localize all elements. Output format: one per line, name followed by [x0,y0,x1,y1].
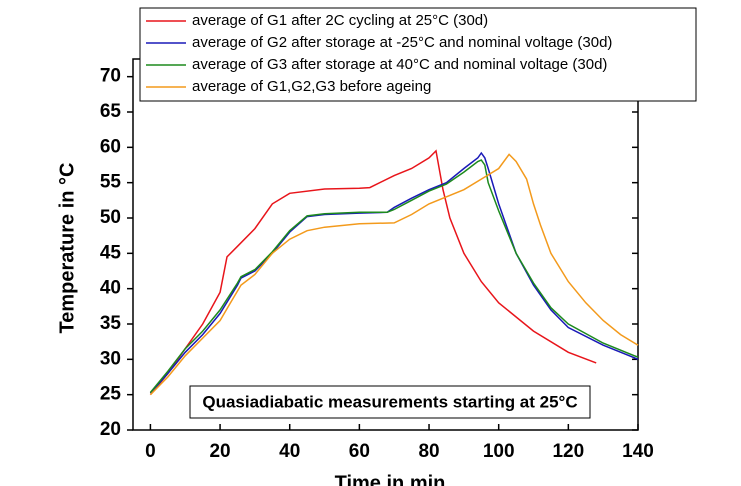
y-tick-label: 60 [100,136,121,157]
y-tick-label: 45 [100,242,122,263]
x-tick-label: 80 [418,441,439,462]
y-tick-label: 50 [100,207,121,228]
x-tick-label: 120 [552,441,584,462]
annotation-box [189,385,591,419]
x-tick-label: 140 [622,441,654,462]
x-tick-label: 60 [349,441,370,462]
legend-label: average of G1,G2,G3 before ageing [192,78,431,95]
series-line [149,159,639,393]
series-line [149,153,639,396]
y-tick-label: 55 [100,172,122,193]
y-tick-label: 30 [100,348,121,369]
x-tick-label: 100 [483,441,515,462]
series-line [149,149,597,396]
y-tick-label: 65 [100,101,122,122]
x-axis-label: Time in min [335,472,446,486]
x-tick-label: 40 [279,441,300,462]
x-tick-label: 20 [209,441,230,462]
annotation: Quasiadiabatic measurements starting at … [202,392,577,411]
y-tick-label: 20 [100,419,121,440]
legend-label: average of G1 after 2C cycling at 25°C (… [192,12,488,29]
y-tick-label: 70 [100,66,121,87]
legend-label: average of G3 after storage at 40°C and … [192,56,607,73]
y-axis-label: Temperature in °C [56,163,78,334]
x-tick-label: 0 [145,441,156,462]
y-tick-label: 25 [100,384,122,405]
legend-box [139,7,697,102]
y-tick-label: 40 [100,278,121,299]
y-tick-label: 35 [100,313,122,334]
legend-label: average of G2 after storage at -25°C and… [192,34,612,51]
plot-frame [132,58,639,431]
